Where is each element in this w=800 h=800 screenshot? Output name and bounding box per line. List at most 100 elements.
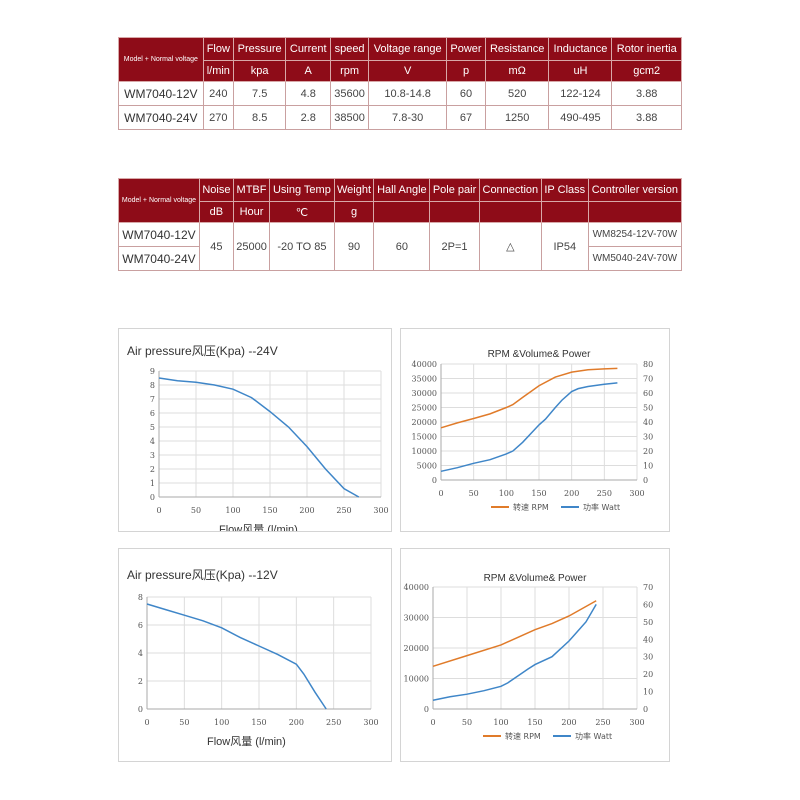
- chart-pressure-24v: Air pressure风压(Kpa) --24V 0 50 100 150 200 250…: [118, 328, 392, 532]
- table-row: WM7040-12V 45 25000 -20 TO 85 90 60 2P=1 △ IP54 W…: [118, 222, 683, 271]
- value-cell: 10.8-14.8: [368, 81, 448, 106]
- column-header: Hall Angle: [373, 178, 431, 202]
- y2-tick-label: 10: [643, 462, 653, 471]
- column-unit: V: [368, 60, 448, 82]
- value-cell: 3.88: [611, 105, 682, 130]
- value-cell: 7.5: [232, 81, 287, 106]
- x-tick-label: 300: [629, 718, 644, 727]
- controller-cell: WM5040-24V-70W: [587, 246, 683, 271]
- model-cell: WM7040-12V: [118, 81, 204, 106]
- value-cell: 45: [198, 222, 234, 271]
- controller-cell: WM8254-12V-70W: [587, 222, 683, 247]
- series-line-pressure: [158, 377, 360, 498]
- x-tick-label: 50: [179, 718, 189, 727]
- y-tick-label: 10000: [404, 675, 429, 684]
- y2-tick-label: 50: [643, 618, 653, 627]
- y-tick-label: 7: [150, 395, 155, 404]
- value-cell: 3.88: [611, 81, 682, 106]
- x-tick-label: 0: [430, 718, 435, 727]
- chart-title: Air pressure风压(Kpa) --24V: [127, 344, 278, 358]
- x-tick-label: 0: [156, 506, 161, 515]
- value-cell: 8.5: [232, 105, 287, 130]
- column-unit: gcm2: [611, 60, 682, 82]
- y-tick-label: 5000: [417, 462, 437, 471]
- y-tick-label: 0: [150, 493, 155, 502]
- y-tick-label: 1: [150, 479, 155, 488]
- column-header: Controller version: [587, 178, 683, 202]
- column-header: Connection: [478, 178, 542, 202]
- column-unit: A: [285, 60, 332, 82]
- y2-tick-label: 20: [643, 670, 653, 679]
- value-cell: 490-495: [548, 105, 613, 130]
- x-axis-label: Flow风量 (l/min): [207, 735, 286, 748]
- column-unit: [478, 201, 542, 223]
- x-tick-label: 200: [564, 489, 579, 498]
- value-cell: 38500: [330, 105, 370, 130]
- column-header: Voltage range: [368, 37, 448, 61]
- column-unit: [429, 201, 480, 223]
- x-tick-label: 200: [299, 506, 314, 515]
- y-tick-label: 0: [432, 476, 437, 485]
- column-unit: l/min: [202, 60, 234, 82]
- model-cell: WM7040-24V: [118, 105, 204, 130]
- column-header: Current: [285, 37, 332, 61]
- y-tick-label: 2: [150, 465, 155, 474]
- value-cell: 270: [202, 105, 234, 130]
- chart-pressure-12v: Air pressure风压(Kpa) --12V 0 50 100 150 200 250…: [118, 548, 392, 762]
- x-tick-label: 300: [373, 506, 388, 515]
- value-cell: 90: [333, 222, 375, 271]
- x-tick-label: 250: [597, 489, 612, 498]
- y-tick-label: 3: [150, 451, 155, 460]
- value-cell: IP54: [540, 222, 589, 271]
- y2-tick-label: 40: [643, 418, 653, 427]
- value-cell: 1250: [484, 105, 550, 130]
- spec-table-mechanical: Model + Normal voltage Noise MTBF Using Tem…: [118, 178, 683, 271]
- y-tick-label: 9: [150, 367, 155, 376]
- y2-tick-label: 0: [643, 476, 648, 485]
- x-tick-label: 50: [469, 489, 479, 498]
- column-header: Noise: [198, 178, 234, 202]
- x-tick-label: 0: [144, 718, 149, 727]
- column-unit: [373, 201, 431, 223]
- value-cell: 7.8-30: [368, 105, 448, 130]
- x-tick-label: 200: [289, 718, 304, 727]
- x-tick-label: 100: [499, 489, 514, 498]
- y2-tick-label: 60: [643, 389, 653, 398]
- x-tick-label: 150: [262, 506, 277, 515]
- x-tick-label: 150: [527, 718, 542, 727]
- y2-tick-label: 20: [643, 447, 653, 456]
- x-tick-label: 100: [225, 506, 240, 515]
- y-tick-label: 40000: [412, 360, 437, 369]
- column-header: Inductance: [548, 37, 613, 61]
- x-tick-label: 250: [326, 718, 341, 727]
- chart-title: Air pressure风压(Kpa) --12V: [127, 568, 278, 582]
- y-tick-label: 8: [150, 381, 155, 390]
- y2-tick-label: 80: [643, 360, 653, 369]
- column-header: IP Class: [540, 178, 589, 202]
- legend-label: 转速 RPM: [505, 731, 541, 741]
- corner-header: Model + Normal voltage: [118, 178, 200, 223]
- x-tick-label: 100: [493, 718, 508, 727]
- value-cell: 2.8: [285, 105, 332, 130]
- table-row: WM7040-24V 270 8.5 2.8 38500 7.8-30 67 1250 490-…: [118, 105, 682, 130]
- y-tick-label: 10000: [412, 447, 437, 456]
- y2-tick-label: 70: [643, 583, 653, 592]
- x-tick-label: 300: [363, 718, 378, 727]
- y2-tick-label: 60: [643, 600, 653, 609]
- table-row: WM7040-12V 240 7.5 4.8 35600 10.8-14.8 60 520 12…: [118, 81, 682, 106]
- y-tick-label: 40000: [404, 583, 429, 592]
- x-tick-label: 250: [595, 718, 610, 727]
- chart-title: RPM &Volume& Power: [484, 573, 587, 584]
- table-row: WM7040-24V WM5040-24V-70W: [118, 246, 683, 271]
- y2-tick-label: 30: [643, 653, 653, 662]
- column-header: Pole pair: [429, 178, 480, 202]
- column-unit: ℃: [269, 201, 335, 223]
- column-header: Using Temp: [269, 178, 335, 202]
- y2-tick-label: 50: [643, 404, 653, 413]
- column-unit: g: [333, 201, 375, 223]
- column-header: speed: [330, 37, 370, 61]
- series-line-rpm: [432, 600, 597, 668]
- column-unit: mΩ: [484, 60, 550, 82]
- spec-table-electrical: Model + Normal voltage Flow Pressure Curren…: [118, 37, 682, 130]
- series-line-power: [432, 604, 597, 702]
